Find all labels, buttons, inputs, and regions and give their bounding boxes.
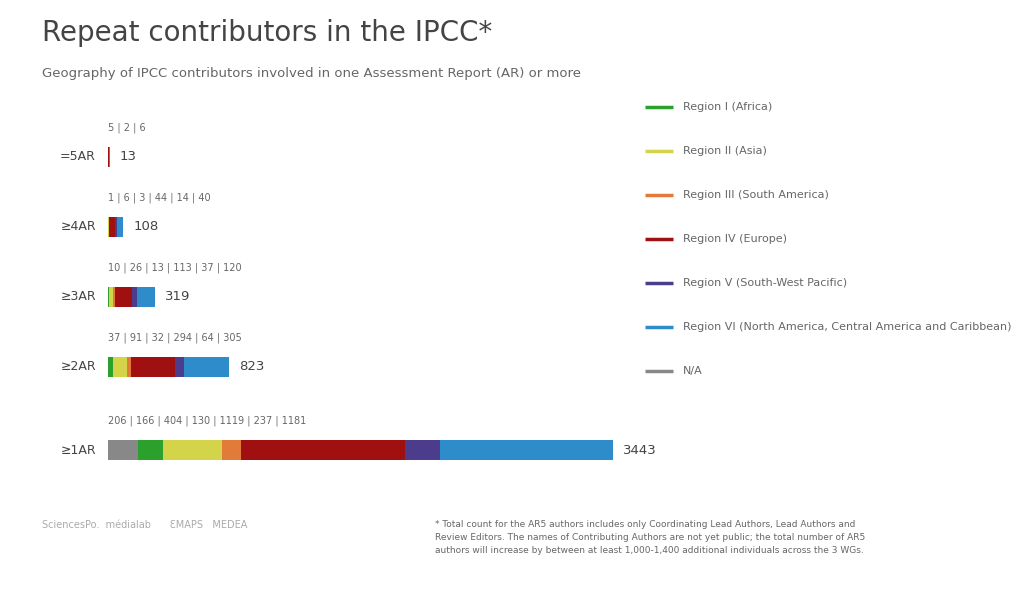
Text: Region III (South America): Region III (South America) [683, 190, 828, 200]
Bar [126, 357, 131, 377]
Bar [139, 440, 162, 460]
Text: 37 | 91 | 32 | 294 | 64 | 305: 37 | 91 | 32 | 294 | 64 | 305 [108, 333, 242, 343]
Text: N/A: N/A [683, 366, 702, 376]
Bar [131, 287, 137, 307]
Bar [240, 440, 405, 460]
Bar [115, 217, 117, 237]
Bar [137, 287, 155, 307]
Bar [183, 357, 228, 377]
Bar [117, 217, 123, 237]
Bar [109, 217, 115, 237]
Bar [174, 357, 183, 377]
Text: 13: 13 [120, 151, 137, 164]
Bar [439, 440, 612, 460]
Bar [108, 357, 113, 377]
Text: 3443: 3443 [623, 443, 656, 456]
Text: Region I (Africa): Region I (Africa) [683, 102, 771, 112]
Bar [221, 440, 240, 460]
Text: 10 | 26 | 13 | 113 | 37 | 120: 10 | 26 | 13 | 113 | 37 | 120 [108, 262, 242, 273]
Bar [109, 287, 113, 307]
Text: 206 | 166 | 404 | 130 | 1119 | 237 | 1181: 206 | 166 | 404 | 130 | 1119 | 237 | 118… [108, 415, 306, 426]
Text: Region V (South-West Pacific): Region V (South-West Pacific) [683, 278, 847, 288]
Bar [162, 440, 221, 460]
Text: 5 | 2 | 6: 5 | 2 | 6 [108, 123, 146, 133]
Text: ≥4AR: ≥4AR [60, 221, 96, 233]
Bar [115, 287, 131, 307]
Text: Region IV (Europe): Region IV (Europe) [683, 234, 787, 244]
Text: ≥3AR: ≥3AR [60, 290, 96, 303]
Text: ≥2AR: ≥2AR [60, 361, 96, 374]
Text: Region VI (North America, Central America and Caribbean): Region VI (North America, Central Americ… [683, 322, 1011, 332]
Text: Region II (Asia): Region II (Asia) [683, 146, 766, 156]
Text: Geography of IPCC contributors involved in one Assessment Report (AR) or more: Geography of IPCC contributors involved … [42, 67, 581, 80]
Bar [108, 287, 109, 307]
Bar [131, 357, 174, 377]
Bar [108, 440, 139, 460]
Text: SciencesPo.  médialab      ƐMAPS   MEDEA: SciencesPo. médialab ƐMAPS MEDEA [42, 520, 248, 530]
Text: ≥1AR: ≥1AR [60, 443, 96, 456]
Text: Repeat contributors in the IPCC*: Repeat contributors in the IPCC* [42, 19, 492, 47]
Text: 108: 108 [133, 221, 159, 233]
Text: 1 | 6 | 3 | 44 | 14 | 40: 1 | 6 | 3 | 44 | 14 | 40 [108, 193, 210, 203]
Bar [405, 440, 439, 460]
Text: =5AR: =5AR [60, 151, 96, 164]
Text: 319: 319 [165, 290, 190, 303]
Text: 823: 823 [238, 361, 264, 374]
Text: * Total count for the AR5 authors includes only Coordinating Lead Authors, Lead : * Total count for the AR5 authors includ… [434, 520, 864, 555]
Bar [113, 287, 115, 307]
Bar [113, 357, 126, 377]
